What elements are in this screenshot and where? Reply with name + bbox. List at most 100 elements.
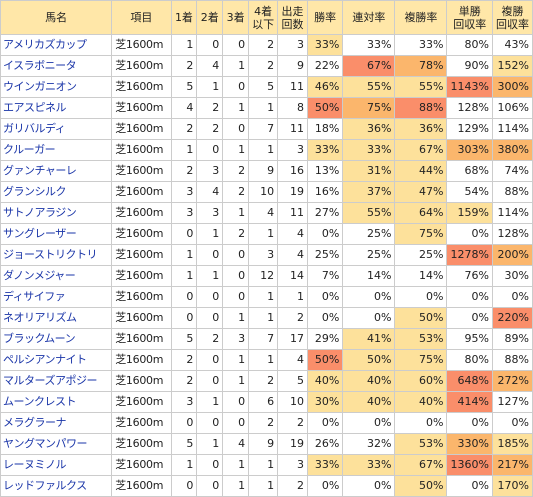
horse-name-link[interactable]: サングレーザー	[0, 223, 113, 245]
fourth-below-count-cell: 1	[248, 475, 279, 497]
item-cell: 芝1600m	[111, 223, 172, 245]
place-rate-cell: 33%	[342, 139, 396, 161]
win-return-cell: 0%	[446, 223, 493, 245]
table-row: サトノアラジン 芝1600m 3 3 1 4 11 27% 55% 64% 159% 114%	[0, 202, 533, 224]
horse-name-link[interactable]: ディサイファ	[0, 286, 113, 308]
first-count-cell: 1	[170, 265, 198, 287]
table-row: ネオリアリズム 芝1600m 0 0 1 1 2 0% 0% 50% 0% 220%	[0, 307, 533, 329]
starts-count-cell: 11	[277, 202, 308, 224]
second-count-cell: 1	[196, 433, 224, 455]
place-rate-cell: 50%	[342, 349, 396, 371]
item-cell: 芝1600m	[111, 244, 172, 266]
starts-count-cell: 9	[277, 55, 308, 77]
second-count-cell: 0	[196, 286, 224, 308]
horse-name-link[interactable]: ガリバルディ	[0, 118, 113, 140]
horse-name-link[interactable]: ウインガニオン	[0, 76, 113, 98]
win-return-cell: 0%	[446, 286, 493, 308]
horse-name-link[interactable]: マルターズアポジー	[0, 370, 113, 392]
item-cell: 芝1600m	[111, 55, 172, 77]
horse-name-link[interactable]: メラグラーナ	[0, 412, 113, 434]
show-rate-cell: 78%	[394, 55, 448, 77]
show-rate-cell: 0%	[394, 286, 448, 308]
show-return-cell: 300%	[491, 76, 533, 98]
win-rate-cell: 18%	[306, 118, 344, 140]
horse-name-link[interactable]: ダノンメジャー	[0, 265, 113, 287]
win-rate-cell: 50%	[306, 349, 344, 371]
horse-name-link[interactable]: ネオリアリズム	[0, 307, 113, 329]
table-row: ウインガニオン 芝1600m 5 1 0 5 11 46% 55% 55% 1143% 300%	[0, 76, 533, 98]
horse-name-link[interactable]: クルーガー	[0, 139, 113, 161]
starts-count-cell: 4	[277, 349, 308, 371]
second-count-cell: 0	[196, 244, 224, 266]
starts-count-cell: 17	[277, 328, 308, 350]
horse-name-link[interactable]: レーヌミノル	[0, 454, 113, 476]
win-return-cell: 648%	[446, 370, 493, 392]
win-rate-cell: 33%	[306, 34, 344, 56]
fourth-below-count-cell: 7	[248, 118, 279, 140]
horse-name-link[interactable]: ペルシアンナイト	[0, 349, 113, 371]
place-rate-cell: 37%	[342, 181, 396, 203]
first-count-cell: 2	[170, 118, 198, 140]
first-count-cell: 2	[170, 349, 198, 371]
win-rate-cell: 30%	[306, 391, 344, 413]
first-count-cell: 2	[170, 55, 198, 77]
third-count-cell: 2	[222, 181, 250, 203]
horse-name-link[interactable]: サトノアラジン	[0, 202, 113, 224]
fourth-below-count-cell: 5	[248, 76, 279, 98]
win-return-cell: 129%	[446, 118, 493, 140]
third-count-cell: 1	[222, 475, 250, 497]
win-return-cell: 1360%	[446, 454, 493, 476]
horse-name-link[interactable]: グァンチャーレ	[0, 160, 113, 182]
starts-count-cell: 3	[277, 139, 308, 161]
win-rate-cell: 26%	[306, 433, 344, 455]
win-return-cell: 414%	[446, 391, 493, 413]
win-rate-cell: 0%	[306, 475, 344, 497]
first-count-cell: 1	[170, 139, 198, 161]
starts-count-cell: 16	[277, 160, 308, 182]
horse-name-link[interactable]: ヤングマンパワー	[0, 433, 113, 455]
win-rate-cell: 25%	[306, 244, 344, 266]
show-return-cell: 272%	[491, 370, 533, 392]
item-cell: 芝1600m	[111, 307, 172, 329]
first-count-cell: 0	[170, 286, 198, 308]
third-count-cell: 2	[222, 160, 250, 182]
header-starts-line2: 回数	[281, 17, 304, 31]
third-count-cell: 3	[222, 328, 250, 350]
second-count-cell: 0	[196, 34, 224, 56]
third-count-cell: 1	[222, 454, 250, 476]
third-count-cell: 1	[222, 55, 250, 77]
show-rate-cell: 50%	[394, 307, 448, 329]
table-body: アメリカズカップ 芝1600m 1 0 0 2 3 33% 33% 33% 80% 43% イスラボニー…	[0, 34, 533, 497]
horse-name-link[interactable]: レッドファルクス	[0, 475, 113, 497]
horse-name-link[interactable]: イスラボニータ	[0, 55, 113, 77]
second-count-cell: 0	[196, 349, 224, 371]
table-row: アメリカズカップ 芝1600m 1 0 0 2 3 33% 33% 33% 80% 43%	[0, 34, 533, 56]
fourth-below-count-cell: 1	[248, 307, 279, 329]
third-count-cell: 0	[222, 118, 250, 140]
win-rate-cell: 40%	[306, 370, 344, 392]
show-return-cell: 30%	[491, 265, 533, 287]
show-rate-cell: 50%	[394, 475, 448, 497]
show-return-cell: 88%	[491, 181, 533, 203]
horse-name-link[interactable]: アメリカズカップ	[0, 34, 113, 56]
item-cell: 芝1600m	[111, 433, 172, 455]
second-count-cell: 1	[196, 223, 224, 245]
win-return-cell: 303%	[446, 139, 493, 161]
horse-name-link[interactable]: ムーンクレスト	[0, 391, 113, 413]
horse-name-link[interactable]: ジョーストリクトリ	[0, 244, 113, 266]
fourth-below-count-cell: 1	[248, 223, 279, 245]
first-count-cell: 0	[170, 307, 198, 329]
header-fourth-below-line2: 以下	[252, 17, 275, 31]
third-count-cell: 0	[222, 286, 250, 308]
horse-name-link[interactable]: エアスピネル	[0, 97, 113, 119]
horse-name-link[interactable]: グランシルク	[0, 181, 113, 203]
win-return-cell: 90%	[446, 55, 493, 77]
horse-name-link[interactable]: ブラックムーン	[0, 328, 113, 350]
place-rate-cell: 55%	[342, 76, 396, 98]
show-rate-cell: 53%	[394, 433, 448, 455]
place-rate-cell: 32%	[342, 433, 396, 455]
fourth-below-count-cell: 2	[248, 55, 279, 77]
show-return-cell: 380%	[491, 139, 533, 161]
second-count-cell: 0	[196, 475, 224, 497]
show-return-cell: 217%	[491, 454, 533, 476]
